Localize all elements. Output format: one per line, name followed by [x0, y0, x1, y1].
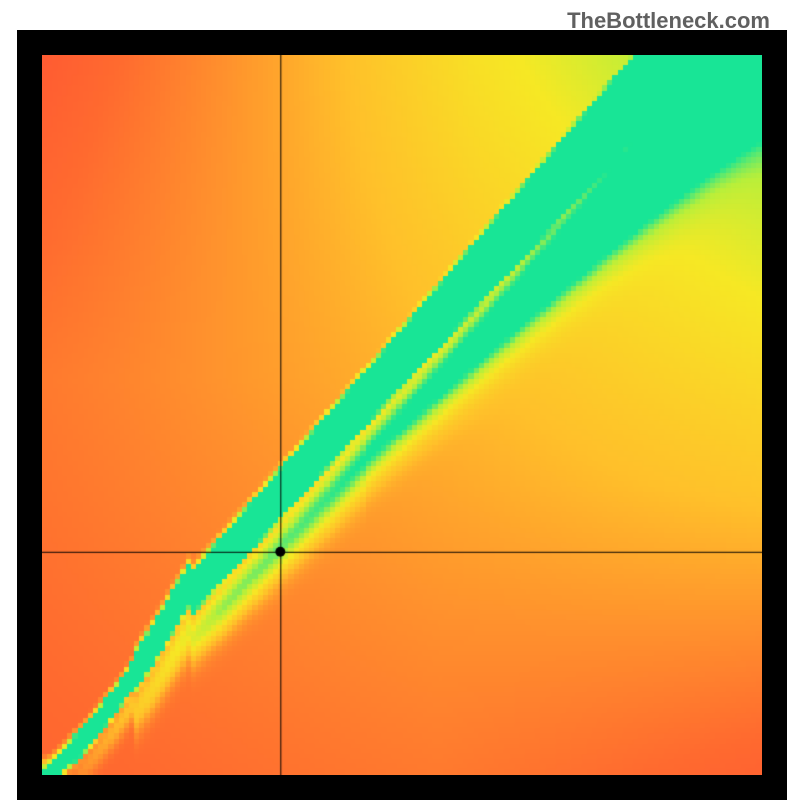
crosshair-overlay: [42, 55, 762, 775]
canvas-wrap: [42, 55, 762, 775]
watermark-text: TheBottleneck.com: [567, 8, 770, 34]
chart-container: { "watermark": { "text": "TheBottleneck.…: [0, 0, 800, 800]
chart-frame: [17, 30, 787, 800]
